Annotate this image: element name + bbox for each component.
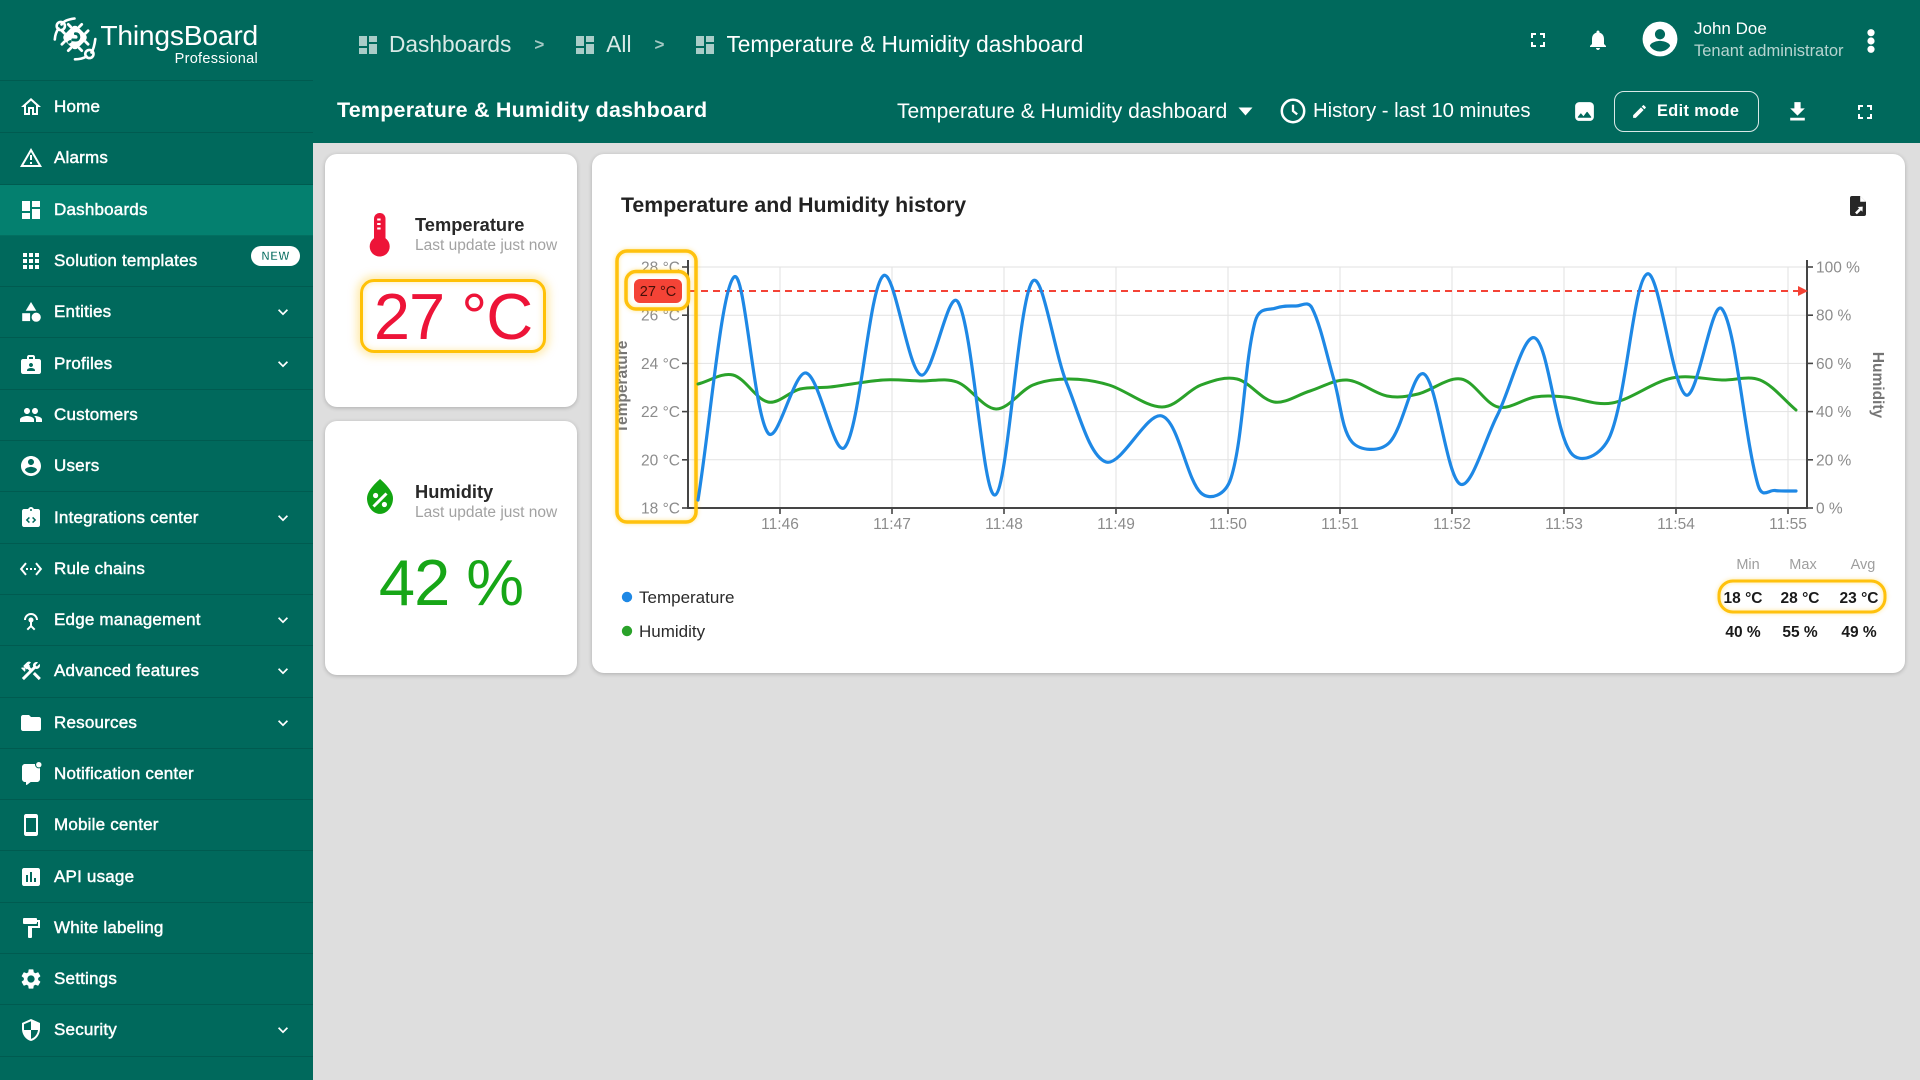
svg-text:11:51: 11:51 [1321, 516, 1359, 533]
svg-text:60 %: 60 % [1816, 356, 1852, 373]
svg-text:11:53: 11:53 [1545, 516, 1583, 533]
svg-text:18 °C: 18 °C [641, 501, 680, 518]
svg-text:24 °C: 24 °C [641, 356, 680, 373]
svg-text:ThingsBoard: ThingsBoard [100, 19, 258, 51]
svg-text:11:46: 11:46 [761, 516, 799, 533]
svg-text:27 °C: 27 °C [640, 284, 676, 300]
svg-text:100 %: 100 % [1816, 260, 1860, 277]
svg-text:Min: Min [1736, 557, 1759, 573]
svg-text:11:50: 11:50 [1209, 516, 1247, 533]
svg-text:Avg: Avg [1851, 557, 1876, 573]
svg-text:Humidity: Humidity [1869, 352, 1886, 419]
svg-text:20 %: 20 % [1816, 452, 1852, 469]
svg-text:28 °C: 28 °C [1781, 590, 1820, 607]
svg-text:11:49: 11:49 [1097, 516, 1135, 533]
svg-text:49 %: 49 % [1841, 624, 1877, 641]
svg-text:40 %: 40 % [1816, 404, 1852, 421]
svg-text:11:52: 11:52 [1433, 516, 1471, 533]
svg-text:11:55: 11:55 [1769, 516, 1807, 533]
svg-text:80 %: 80 % [1816, 308, 1852, 325]
svg-text:11:48: 11:48 [985, 516, 1023, 533]
svg-text:11:47: 11:47 [873, 516, 911, 533]
svg-text:0 %: 0 % [1816, 501, 1843, 518]
svg-text:Humidity: Humidity [639, 622, 706, 641]
svg-text:Max: Max [1789, 557, 1817, 573]
svg-text:55 %: 55 % [1782, 624, 1818, 641]
svg-text:26 °C: 26 °C [641, 308, 680, 325]
svg-text:Professional: Professional [175, 51, 258, 67]
svg-text:18 °C: 18 °C [1724, 590, 1763, 607]
svg-text:Temperature: Temperature [639, 588, 734, 607]
svg-text:22 °C: 22 °C [641, 404, 680, 421]
svg-text:11:54: 11:54 [1657, 516, 1695, 533]
svg-text:23 °C: 23 °C [1840, 590, 1879, 607]
svg-text:20 °C: 20 °C [641, 452, 680, 469]
svg-text:40 %: 40 % [1725, 624, 1761, 641]
svg-text:28 °C: 28 °C [641, 260, 680, 277]
